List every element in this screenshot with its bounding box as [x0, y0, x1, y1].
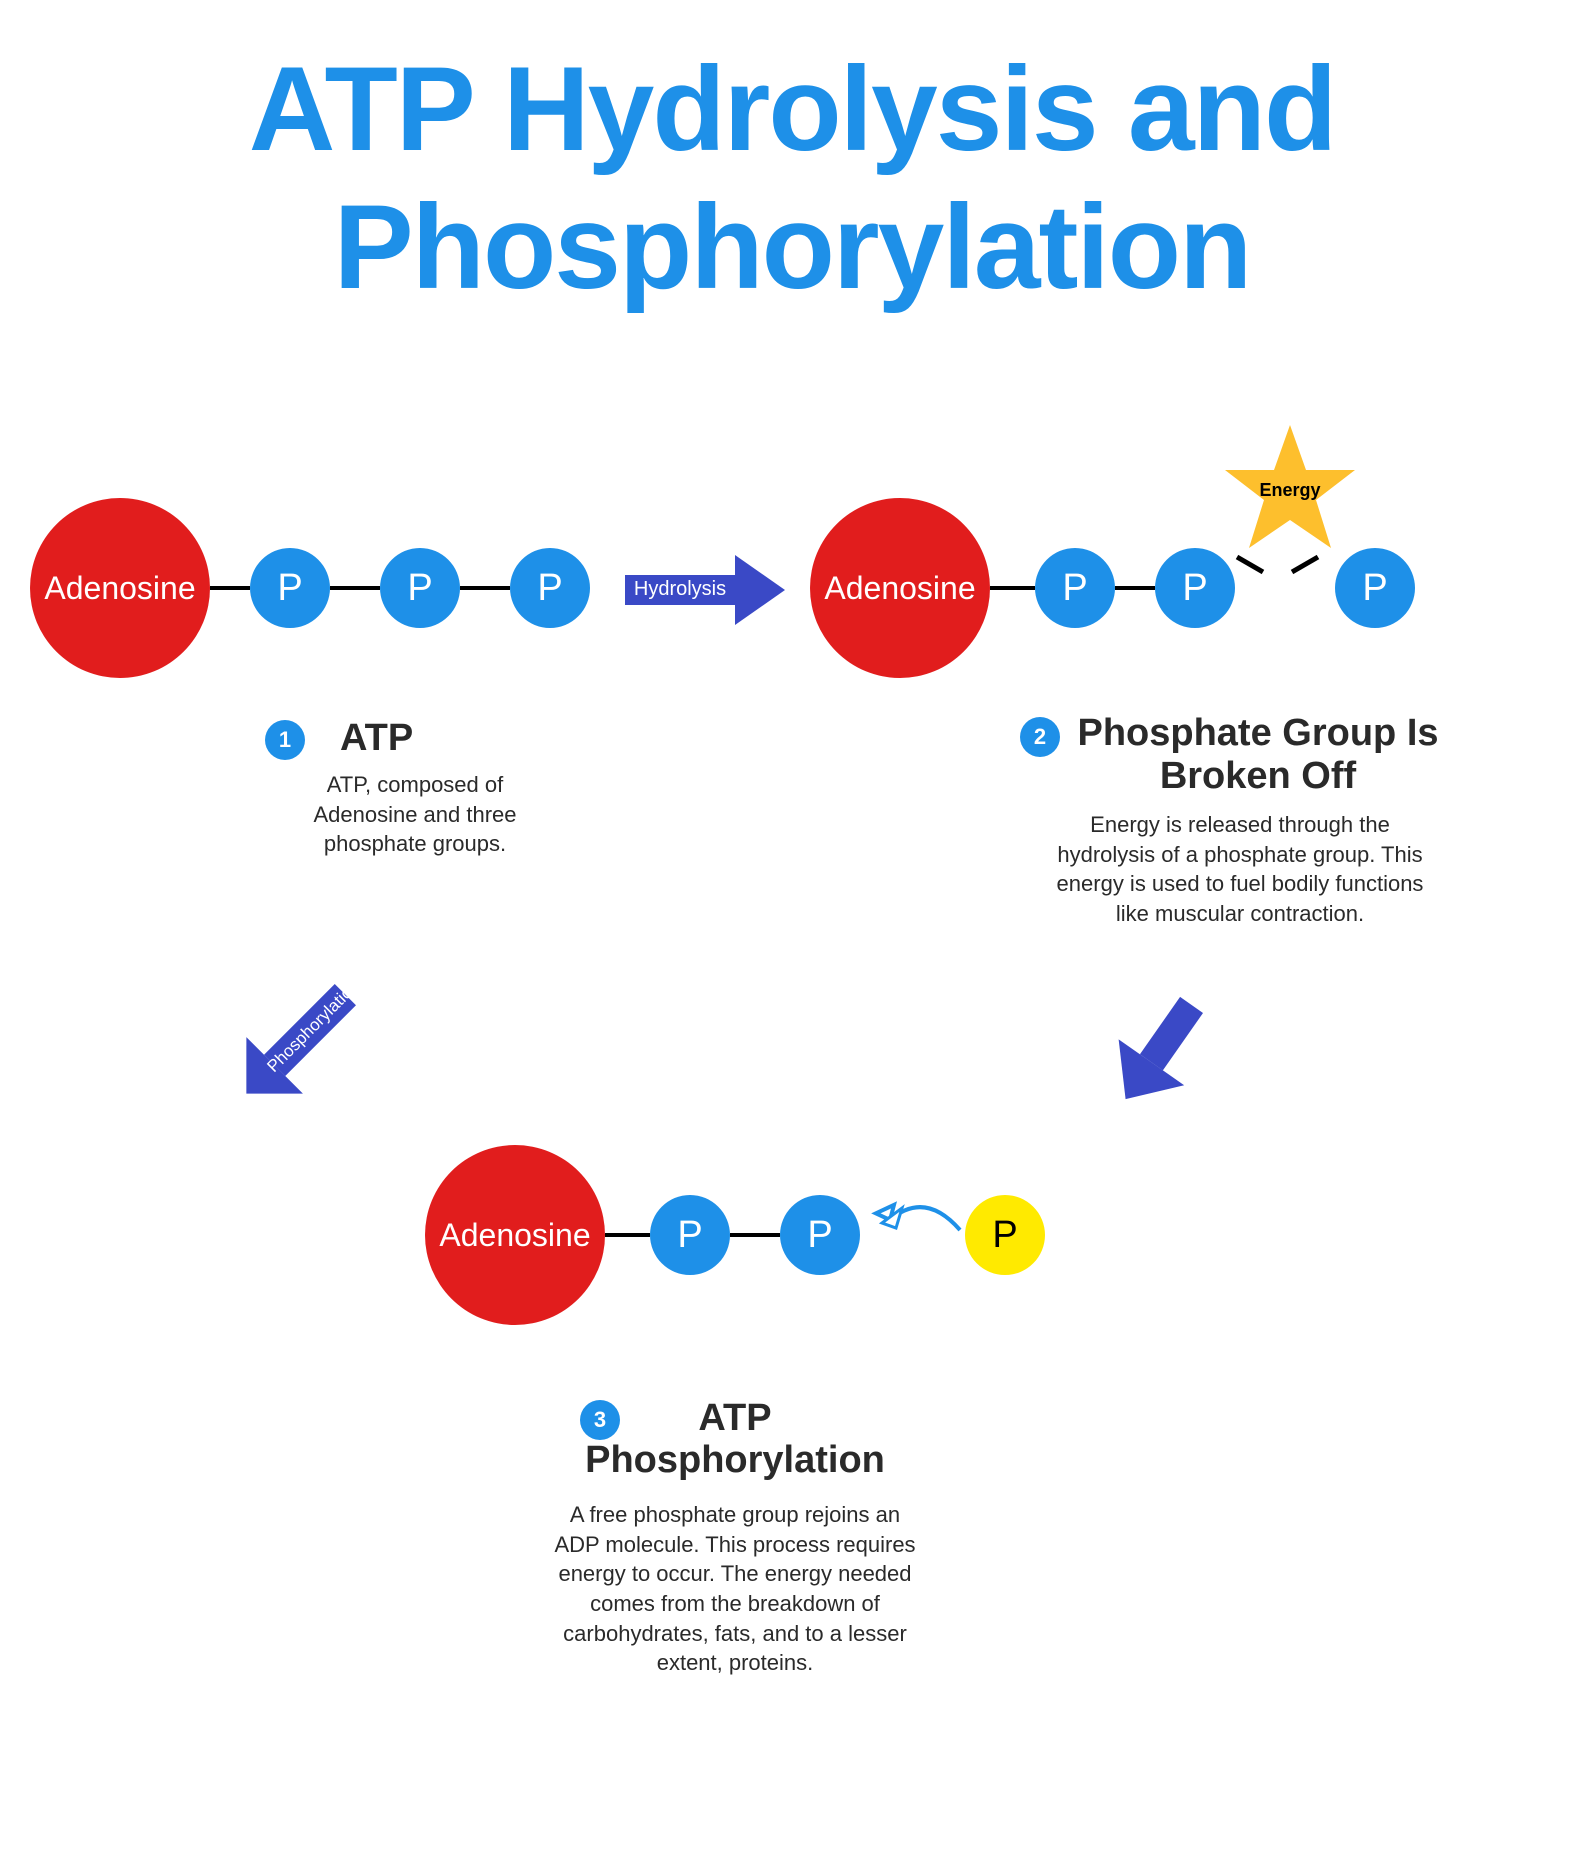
hydrolysis-arrow: Hydrolysis [625, 555, 785, 625]
step2-body: Energy is released through the hydrolysi… [1050, 810, 1430, 929]
bond [460, 586, 510, 590]
phosphate-step1-3: P [510, 548, 590, 628]
phosphate-label: P [407, 567, 432, 610]
bond [990, 586, 1035, 590]
phosphate-label: P [677, 1214, 702, 1257]
step3-title: ATP Phosphorylation [570, 1398, 900, 1482]
energy-star: Energy [1220, 420, 1360, 560]
phosphate-step2-3: P [1335, 548, 1415, 628]
phosphorylation-label: Phosphorylation [263, 976, 363, 1076]
phosphorylation-arrow: Phosphorylation [230, 950, 390, 1110]
adenosine-label: Adenosine [439, 1217, 590, 1254]
step2-badge: 2 [1020, 717, 1060, 757]
adenosine-label: Adenosine [824, 570, 975, 607]
page-title: ATP Hydrolysis and Phosphorylation [192, 40, 1392, 316]
down-arrow [1100, 990, 1220, 1110]
phosphate-label: P [1062, 567, 1087, 610]
adenosine-step1: Adenosine [30, 498, 210, 678]
bond [605, 1233, 650, 1237]
step1-body: ATP, composed of Adenosine and three pho… [285, 770, 545, 859]
phosphate-step1-2: P [380, 548, 460, 628]
step2-title: Phosphate Group Is Broken Off [1068, 712, 1448, 798]
phosphate-step2-1: P [1035, 548, 1115, 628]
phosphate-step3-incoming: P [965, 1195, 1045, 1275]
phosphate-step2-2: P [1155, 548, 1235, 628]
phosphate-label: P [277, 567, 302, 610]
step1-badge: 1 [265, 720, 305, 760]
bond [730, 1233, 780, 1237]
bond [1115, 586, 1155, 590]
adenosine-label: Adenosine [44, 570, 195, 607]
adenosine-step2: Adenosine [810, 498, 990, 678]
phosphate-label: P [1182, 567, 1207, 610]
bond [330, 586, 380, 590]
step3-body: A free phosphate group rejoins an ADP mo… [545, 1500, 925, 1678]
phosphate-step3-2: P [780, 1195, 860, 1275]
rejoin-arrow [870, 1190, 965, 1245]
phosphate-label: P [807, 1214, 832, 1257]
adenosine-step3: Adenosine [425, 1145, 605, 1325]
phosphate-step1-1: P [250, 548, 330, 628]
phosphate-step3-1: P [650, 1195, 730, 1275]
phosphate-label: P [1362, 567, 1387, 610]
phosphate-label: P [992, 1214, 1017, 1257]
energy-label: Energy [1259, 480, 1320, 501]
step1-title: ATP [340, 717, 413, 760]
phosphate-label: P [537, 567, 562, 610]
bond [210, 586, 250, 590]
hydrolysis-label: Hydrolysis [634, 578, 726, 600]
